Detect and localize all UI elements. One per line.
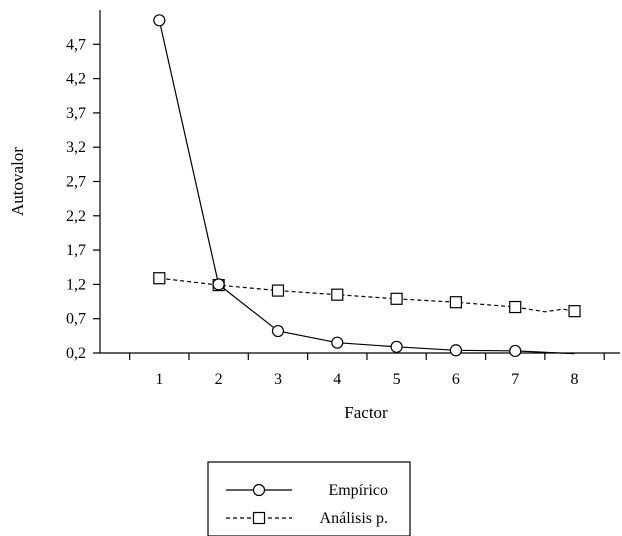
y-tick-label: 3,2 — [66, 139, 86, 156]
legend-label: Empírico — [328, 482, 388, 499]
x-tick-label: 7 — [511, 371, 519, 388]
x-tick-label: 6 — [452, 371, 460, 388]
y-tick-label: 2,7 — [66, 174, 86, 191]
y-tick-label: 0,7 — [66, 311, 86, 328]
data-point-square — [449, 296, 463, 309]
series-layer — [153, 14, 581, 358]
y-tick-label: 2,2 — [66, 208, 86, 225]
data-point-square — [252, 511, 266, 525]
data-point-circle — [212, 278, 225, 291]
data-point-square — [390, 292, 403, 305]
data-point-circle — [509, 344, 522, 358]
y-tick-label: 4,2 — [66, 71, 86, 88]
x-tick-label: 4 — [333, 371, 341, 388]
y-tick-label: 4,7 — [66, 36, 86, 53]
data-point-square — [331, 288, 344, 301]
data-point-circle — [449, 344, 463, 357]
legend-item: Análisis p. — [226, 510, 388, 527]
y-axis-ticks: 0,2 0,7 1,2 1,7 2,2 2,7 3,2 3,7 4,2 4,7 — [66, 36, 100, 362]
legend-box — [207, 461, 411, 536]
legend: Empírico Análisis p. — [207, 461, 411, 536]
x-tick-label: 1 — [155, 371, 163, 388]
x-axis-title: Factor — [344, 403, 388, 422]
data-point-square — [271, 284, 285, 297]
y-tick-label: 1,7 — [66, 242, 86, 259]
series-empirico — [153, 14, 575, 358]
series-line — [158, 20, 575, 355]
legend-label: Análisis p. — [320, 510, 388, 527]
x-axis-ticks: 1 2 3 4 5 6 7 8 — [129, 353, 605, 388]
y-tick-label: 1,2 — [66, 276, 86, 293]
data-point-circle — [252, 483, 266, 497]
data-point-square — [568, 305, 581, 318]
x-tick-label: 5 — [393, 371, 401, 388]
data-point-square — [509, 300, 522, 314]
data-point-circle — [390, 340, 403, 353]
axes — [99, 10, 620, 354]
data-point-circle — [153, 14, 166, 27]
legend-item: Empírico — [226, 482, 388, 499]
x-tick-label: 3 — [274, 371, 282, 388]
x-tick-label: 8 — [571, 371, 579, 388]
data-point-circle — [271, 324, 285, 338]
series-line — [159, 277, 575, 313]
data-point-circle — [331, 336, 344, 349]
y-tick-label: 0,2 — [66, 345, 86, 362]
x-tick-label: 2 — [215, 371, 223, 388]
data-point-square — [153, 272, 166, 285]
y-tick-label: 3,7 — [66, 105, 86, 122]
y-axis-title: Autovalor — [8, 147, 27, 216]
